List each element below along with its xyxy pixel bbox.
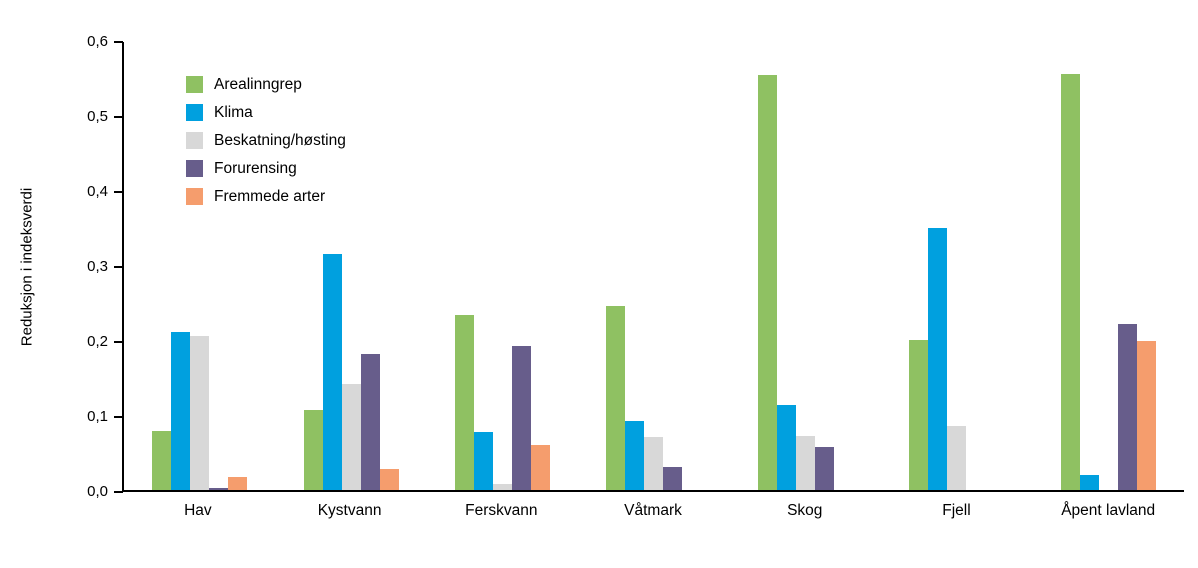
bar [152,430,172,490]
x-axis-category-label: Ferskvann [465,502,538,519]
x-axis-category-label: Åpent lavland [1061,502,1156,519]
y-tick-label: 0,5 [87,108,108,125]
bar-group [578,42,729,490]
y-tick-label: 0,6 [87,33,108,50]
legend-label: Fremmede arter [214,188,326,205]
y-tick [114,416,123,418]
bar [209,487,229,490]
bar [909,340,929,490]
bar [190,335,210,490]
bar [928,227,948,490]
y-tick-label: 0,3 [87,258,108,275]
x-axis-category-label: Våtmark [624,502,682,519]
bar [171,331,191,490]
bar [663,466,683,490]
bars-row [124,42,1184,490]
bar [303,409,323,490]
bar [757,75,777,490]
legend-item: Klima [186,104,346,121]
y-tick-label: 0,2 [87,333,108,350]
bar [795,436,815,490]
legend-item: Beskatning/høsting [186,132,346,149]
bar [776,405,796,490]
legend-label: Klima [214,104,253,121]
legend-item: Fremmede arter [186,188,346,205]
bar [644,436,664,490]
bar [1117,323,1137,490]
x-axis-category-label: Fjell [942,502,971,519]
bar-group [427,42,578,490]
legend-swatch [186,104,203,121]
legend-label: Forurensing [214,160,297,177]
bar [814,447,834,490]
legend-swatch [186,188,203,205]
y-tick [114,41,123,43]
x-axis-category-label: Skog [787,502,823,519]
bar [1060,73,1080,490]
legend: Arealinngrep Klima Beskatning/høsting Forur… [186,76,346,205]
bar [512,346,532,490]
y-tick [114,116,123,118]
bar [606,306,626,490]
y-tick-label: 0,1 [87,408,108,425]
bar [493,484,513,490]
bar [1136,340,1156,490]
y-tick [114,266,123,268]
y-tick-label: 0,4 [87,183,108,200]
bar [322,253,342,490]
y-tick-label: 0,0 [87,483,108,500]
legend-label: Beskatning/høsting [214,132,346,149]
x-axis-labels: Hav Kystvann Ferskvann Våtmark Skog Fjell Åpen… [122,502,1184,520]
y-tick [114,191,123,193]
legend-label: Arealinngrep [214,76,302,93]
legend-item: Arealinngrep [186,76,346,93]
legend-swatch [186,160,203,177]
bar-group [730,42,881,490]
bar [474,432,494,490]
bar [228,477,248,490]
y-tick [114,491,123,493]
bar-group [275,42,426,490]
bar [531,445,551,490]
bar [341,384,361,490]
legend-swatch [186,76,203,93]
bar [625,421,645,490]
bar-group [124,42,275,490]
legend-swatch [186,132,203,149]
x-axis-category-label: Kystvann [317,502,382,519]
y-axis-title: Reduksjon i indeksverdi [18,187,36,347]
x-axis-category-label: Hav [184,502,212,519]
bar [947,426,967,490]
bar [1079,475,1099,490]
plot-area: Arealinngrep Klima Beskatning/høsting Forur… [87,33,1184,500]
bar-group [881,42,1032,490]
bar-group [1033,42,1184,490]
y-tick [114,341,123,343]
legend-item: Forurensing [186,160,346,177]
bar [379,469,399,490]
bar [455,314,475,490]
bar [360,354,380,490]
